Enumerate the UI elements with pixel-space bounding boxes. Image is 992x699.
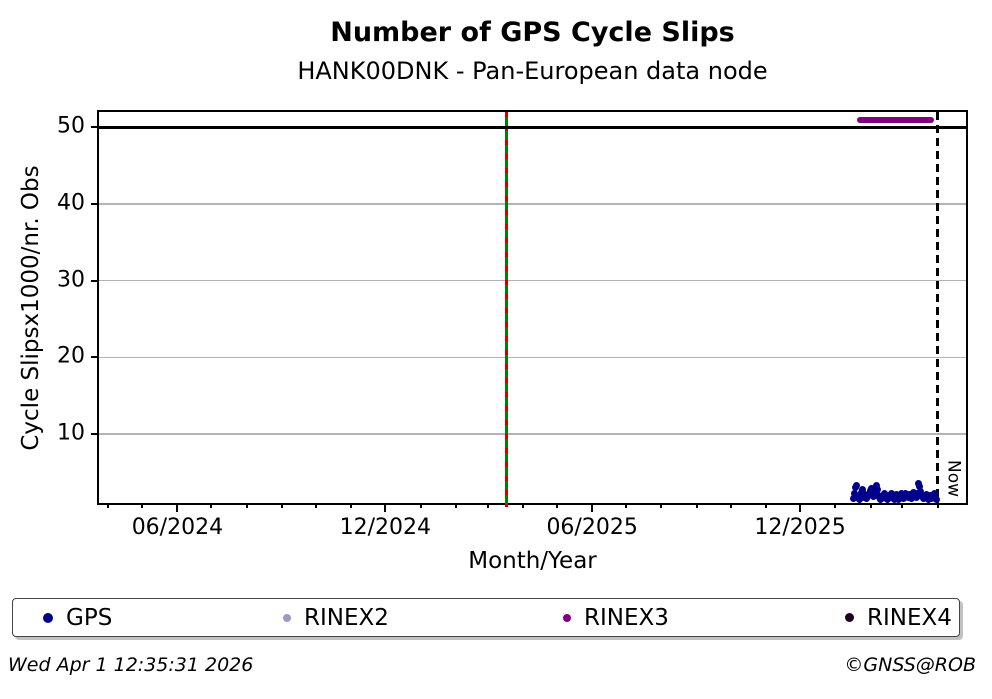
chart-title: Number of GPS Cycle Slips bbox=[330, 17, 735, 48]
y-tick-label: 10 bbox=[57, 420, 85, 446]
plot-timestamp: Wed Apr 1 12:35:31 2026 bbox=[8, 654, 254, 676]
legend-marker-rinex4-icon bbox=[845, 613, 854, 622]
legend-item-rinex4: RINEX4 bbox=[845, 599, 952, 636]
copyright-credit: ©GNSS@ROB bbox=[844, 654, 976, 676]
series-gps-point bbox=[915, 483, 923, 491]
x-minor-tick-mark bbox=[625, 503, 628, 508]
x-minor-tick-mark bbox=[834, 503, 837, 508]
x-minor-tick-mark bbox=[280, 503, 283, 508]
y-tick-label: 40 bbox=[57, 190, 85, 216]
y-gridline bbox=[99, 356, 966, 359]
legend-marker-gps-icon bbox=[43, 612, 53, 623]
legend-marker-rinex3-icon bbox=[563, 613, 571, 622]
chart-subtitle: HANK00DNK - Pan-European data node bbox=[297, 57, 768, 85]
legend-marker-rinex2-icon bbox=[283, 613, 291, 622]
y-tick-mark bbox=[91, 203, 99, 205]
event-date-line bbox=[505, 112, 509, 507]
x-tick-mark bbox=[176, 503, 179, 512]
y-tick-mark bbox=[91, 433, 99, 435]
y-tick-mark bbox=[91, 126, 99, 129]
x-minor-tick-mark bbox=[660, 503, 663, 508]
x-minor-tick-mark bbox=[350, 503, 353, 508]
x-minor-tick-mark bbox=[729, 503, 732, 508]
x-minor-tick-mark bbox=[765, 503, 767, 508]
legend-item-rinex3: RINEX3 bbox=[563, 599, 669, 636]
y-tick-label: 50 bbox=[57, 113, 85, 139]
legend-item-gps: GPS bbox=[43, 599, 112, 636]
x-tick-label: 06/2024 bbox=[131, 515, 224, 540]
series-gps-point bbox=[872, 481, 880, 489]
x-tick-label: 12/2025 bbox=[754, 515, 846, 540]
y-axis-label: Cycle Slipsx1000/nr. Obs bbox=[18, 165, 44, 451]
now-line bbox=[936, 112, 939, 503]
legend-label-gps: GPS bbox=[66, 604, 113, 631]
x-axis-label: Month/Year bbox=[468, 548, 597, 574]
x-minor-tick-mark bbox=[419, 503, 422, 508]
series-gps-point bbox=[850, 494, 857, 502]
series-rinex3-line bbox=[856, 116, 935, 123]
legend-box: GPS RINEX2 RINEX3 RINEX4 bbox=[12, 598, 960, 637]
now-label: Now bbox=[943, 459, 964, 497]
series-gps-point bbox=[868, 484, 876, 492]
series-gps-point bbox=[917, 488, 925, 495]
y-gridline bbox=[99, 279, 966, 282]
plot-area: 10 20 30 40 50 06/2024 12/2024 06/2025 12/2025 No… bbox=[57, 110, 968, 540]
x-minor-tick-mark bbox=[210, 503, 213, 508]
y-tick-label: 20 bbox=[57, 343, 85, 369]
y-gridline bbox=[99, 203, 966, 205]
series-gps-point bbox=[873, 486, 881, 494]
legend-label-rinex4: RINEX4 bbox=[867, 604, 952, 631]
series-gps-point bbox=[932, 495, 940, 503]
cap-line-50 bbox=[99, 126, 966, 129]
y-gridline bbox=[99, 433, 966, 435]
x-minor-tick-mark bbox=[936, 503, 939, 508]
series-gps-point bbox=[912, 494, 920, 502]
x-minor-tick-mark bbox=[454, 503, 457, 508]
y-tick-mark bbox=[91, 279, 99, 282]
x-tick-mark bbox=[591, 503, 594, 512]
series-gps-point bbox=[853, 481, 861, 489]
x-minor-tick-mark bbox=[141, 503, 144, 508]
x-minor-tick-mark bbox=[521, 503, 524, 508]
legend-item-rinex2: RINEX2 bbox=[283, 599, 389, 636]
legend-label-rinex2: RINEX2 bbox=[304, 604, 389, 631]
x-minor-tick-mark bbox=[695, 503, 698, 508]
x-tick-label: 06/2025 bbox=[546, 515, 638, 540]
x-tick-mark bbox=[384, 503, 387, 512]
x-minor-tick-mark bbox=[315, 503, 318, 508]
series-gps-point bbox=[859, 485, 867, 493]
x-minor-tick-mark bbox=[107, 503, 110, 508]
legend-label-rinex3: RINEX3 bbox=[584, 604, 669, 631]
x-minor-tick-mark bbox=[901, 503, 904, 508]
y-tick-label: 30 bbox=[57, 266, 85, 292]
series-gps-point bbox=[930, 490, 938, 498]
x-minor-tick-mark bbox=[555, 503, 558, 508]
series-gps-point bbox=[914, 479, 922, 487]
x-tick-mark bbox=[799, 503, 802, 512]
x-minor-tick-mark bbox=[869, 503, 872, 508]
y-tick-mark bbox=[91, 356, 99, 359]
x-minor-tick-mark bbox=[486, 503, 489, 508]
x-tick-label: 12/2024 bbox=[339, 515, 432, 540]
x-minor-tick-mark bbox=[245, 503, 248, 508]
